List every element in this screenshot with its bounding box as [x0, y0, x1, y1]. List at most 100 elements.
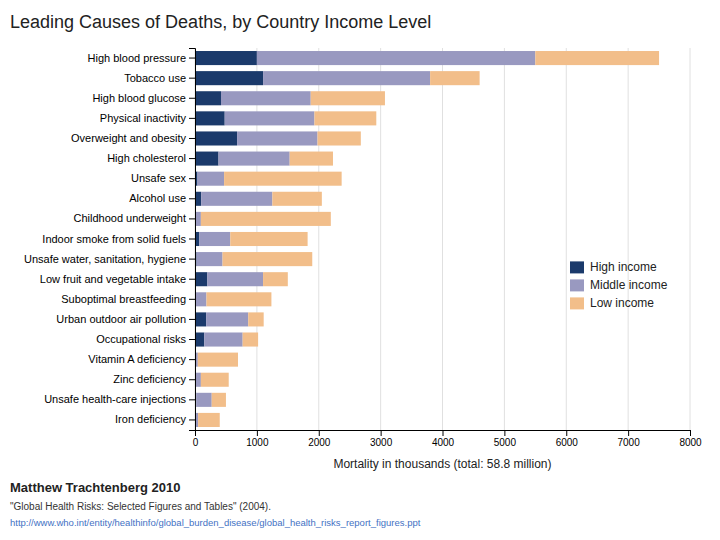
- tick-label: 3000: [370, 437, 393, 448]
- bar: [237, 131, 317, 145]
- legend-swatch: [570, 297, 584, 309]
- tick-label: Physical inactivity: [100, 112, 187, 124]
- grid-line: [566, 48, 567, 430]
- bar: [314, 111, 376, 125]
- chart: Leading Causes of Deaths, by Country Inc…: [0, 0, 720, 540]
- bar: [535, 51, 659, 65]
- legend-swatch: [570, 261, 584, 273]
- tick-label: Overweight and obesity: [71, 132, 186, 144]
- bar: [195, 71, 263, 85]
- tick-mark: [189, 198, 195, 199]
- tick-label: 0: [193, 437, 199, 448]
- tick-mark: [319, 430, 320, 436]
- tick-mark: [189, 359, 195, 360]
- tick-mark: [189, 138, 195, 139]
- tick: 3000: [370, 430, 393, 448]
- tick-mark: [690, 430, 691, 436]
- bar: [198, 353, 238, 367]
- tick-label: High blood glucose: [92, 92, 186, 104]
- bar: [195, 272, 207, 286]
- tick-mark: [189, 118, 195, 119]
- tick-label: Low fruit and vegetable intake: [40, 273, 186, 285]
- tick-label: Childhood underweight: [73, 212, 186, 224]
- tick-mark: [189, 339, 195, 340]
- tick-label: Indoor smoke from solid fuels: [42, 233, 186, 245]
- bar: [311, 91, 385, 105]
- legend: High income Middle income Low income: [570, 260, 668, 310]
- tick: Overweight and obesity: [71, 132, 195, 144]
- tick-mark: [189, 419, 195, 420]
- tick-mark: [189, 78, 195, 79]
- tick: 7000: [618, 430, 641, 448]
- bar: [206, 292, 271, 306]
- tick-label: Iron deficiency: [115, 413, 186, 425]
- tick-mark: [628, 430, 629, 436]
- bar: [197, 172, 224, 186]
- axis-line: [189, 49, 196, 431]
- bar: [197, 252, 223, 266]
- bar: [195, 51, 257, 65]
- tick: Alcohol use: [129, 192, 195, 204]
- bar: [207, 272, 263, 286]
- plot-area: [195, 51, 659, 427]
- tick: 8000: [679, 430, 702, 448]
- tick-label: Urban outdoor air pollution: [56, 313, 186, 325]
- grid-line: [442, 48, 443, 430]
- grid-line: [628, 48, 629, 430]
- bar: [224, 172, 342, 186]
- tick: High cholesterol: [107, 152, 195, 164]
- tick-label: 6000: [556, 437, 579, 448]
- tick: 4000: [432, 430, 455, 448]
- tick: Zinc deficiency: [113, 373, 195, 385]
- bar: [430, 71, 480, 85]
- bar: [248, 312, 263, 326]
- bar: [198, 413, 220, 427]
- tick-mark: [189, 239, 195, 240]
- bar: [195, 152, 219, 166]
- tick-label: 8000: [679, 437, 702, 448]
- bar: [212, 393, 226, 407]
- bar: [290, 152, 333, 166]
- bar: [263, 272, 288, 286]
- title: Leading Causes of Deaths, by Country Inc…: [10, 12, 431, 32]
- axis-line: [196, 431, 691, 437]
- tick: Tobacco use: [124, 72, 195, 84]
- bar: [263, 71, 430, 85]
- legend-item: Low income: [570, 296, 654, 310]
- legend-label: Middle income: [590, 278, 668, 292]
- tick-mark: [189, 299, 195, 300]
- tick-label: Unsafe sex: [131, 172, 187, 184]
- tick-mark: [189, 319, 195, 320]
- tick-mark: [443, 430, 444, 436]
- tick: 5000: [494, 430, 517, 448]
- annotation: Matthew Trachtenberg 2010: [10, 480, 181, 495]
- bar: [195, 292, 206, 306]
- bar: [221, 91, 311, 105]
- bar: [195, 111, 225, 125]
- bar: [257, 51, 535, 65]
- tick-mark: [189, 259, 195, 260]
- bar: [195, 131, 237, 145]
- tick-mark: [189, 279, 195, 280]
- bar: [199, 232, 230, 246]
- series: [195, 51, 535, 427]
- tick-label: Zinc deficiency: [113, 373, 186, 385]
- legend-swatch: [570, 279, 584, 291]
- bar: [201, 373, 229, 387]
- tick: 1000: [246, 430, 269, 448]
- bar: [195, 91, 221, 105]
- tick: 0: [193, 430, 199, 448]
- x-axis: 0 1000 2000 3000 4000 5000 6000 7000 8000: [193, 430, 702, 448]
- bar: [195, 373, 201, 387]
- grid-line: [690, 48, 691, 430]
- grid-line: [504, 48, 505, 430]
- tick: Urban outdoor air pollution: [56, 313, 195, 325]
- legend-label: Low income: [590, 296, 654, 310]
- legend-item: High income: [570, 260, 657, 274]
- tick-label: 2000: [308, 437, 331, 448]
- tick-label: Alcohol use: [129, 192, 186, 204]
- bar: [243, 332, 258, 346]
- tick: Unsafe sex: [131, 172, 195, 184]
- tick-mark: [189, 178, 195, 179]
- legend-item: Middle income: [570, 278, 668, 292]
